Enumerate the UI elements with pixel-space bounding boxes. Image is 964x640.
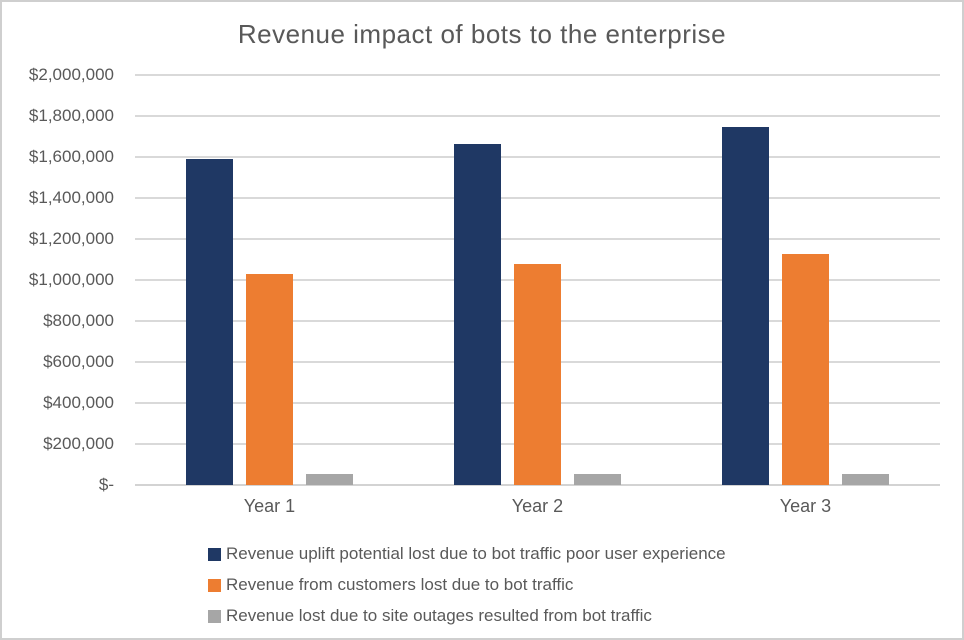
bar-uplift-lost-year-1 <box>186 159 233 485</box>
gridline <box>135 115 940 117</box>
y-axis-tick-label: $1,400,000 <box>28 188 114 207</box>
gridline <box>135 74 940 76</box>
legend-label: Revenue lost due to site outages resulte… <box>226 606 652 625</box>
y-axis-tick-label: $800,000 <box>43 311 114 330</box>
y-axis-tick-label: $2,000,000 <box>28 65 114 84</box>
bar-uplift-lost-year-2 <box>454 144 501 485</box>
legend-label: Revenue uplift potential lost due to bot… <box>226 544 726 563</box>
gridline <box>135 156 940 158</box>
bar-outage-lost-year-2 <box>574 474 621 485</box>
y-axis-tick-label: $1,200,000 <box>28 229 114 248</box>
legend-swatch-icon <box>208 547 221 561</box>
bar-outage-lost-year-1 <box>306 474 353 485</box>
y-axis-tick-label: $1,800,000 <box>28 106 114 125</box>
x-axis-label-year-1: Year 1 <box>243 496 296 516</box>
bar-customers-lost-year-1 <box>246 274 293 485</box>
bar-customers-lost-year-3 <box>782 254 829 485</box>
chart-title: Revenue impact of bots to the enterprise <box>237 19 727 49</box>
y-axis-tick-label: $1,000,000 <box>28 270 114 289</box>
gridline <box>135 197 940 199</box>
legend-swatch-icon <box>208 578 221 592</box>
y-axis-tick-label: $200,000 <box>43 434 114 453</box>
y-axis-tick-label: $400,000 <box>43 393 114 412</box>
bar-uplift-lost-year-3 <box>722 127 769 485</box>
y-axis-tick-label: $1,600,000 <box>28 147 114 166</box>
y-axis-tick-label: $600,000 <box>43 352 114 371</box>
legend-swatch-icon <box>208 609 221 623</box>
y-axis-tick-label: $- <box>98 475 114 494</box>
gridline <box>135 238 940 240</box>
legend-item-uplift-lost: Revenue uplift potential lost due to bot… <box>208 544 726 564</box>
x-axis-label-year-2: Year 2 <box>511 496 564 516</box>
legend-label: Revenue from customers lost due to bot t… <box>226 575 574 594</box>
x-axis-label-year-3: Year 3 <box>779 496 832 516</box>
x-axis-line <box>135 484 940 486</box>
bar-outage-lost-year-3 <box>842 474 889 485</box>
bar-customers-lost-year-2 <box>514 264 561 485</box>
legend-item-outage-lost: Revenue lost due to site outages resulte… <box>208 606 652 626</box>
legend-item-customers-lost: Revenue from customers lost due to bot t… <box>208 575 573 595</box>
